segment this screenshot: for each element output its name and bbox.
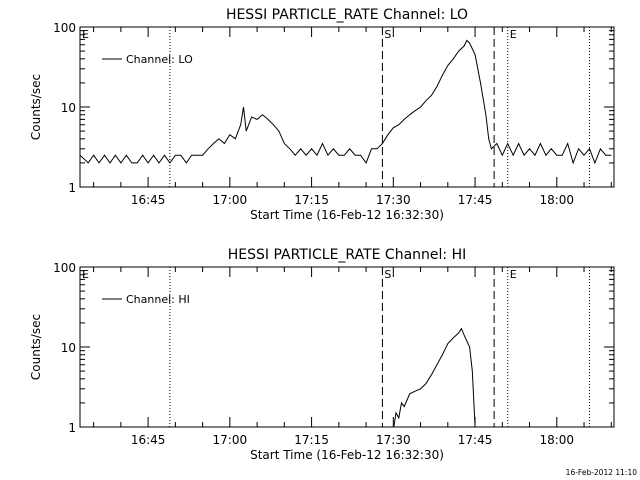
y-axis: 1 10 100 — [53, 261, 614, 435]
y-axis-label: Counts/sec — [29, 314, 43, 380]
marker-label: S — [384, 268, 391, 281]
x-axis: 16:45 17:00 17:15 17:30 17:45 18:00 — [93, 27, 612, 207]
x-tick-label: 17:30 — [376, 433, 411, 447]
y-axis: 1 10 100 — [53, 21, 614, 195]
legend-entry: Channel: LO — [126, 53, 193, 66]
chart-panel-2: HESSI PARTICLE_RATE Channel: HI 1 10 100 Cou… — [29, 247, 615, 462]
x-tick-label: 17:00 — [213, 433, 248, 447]
series-line-channel-lo — [80, 39, 612, 165]
marker-label: E — [82, 28, 89, 41]
legend-entry: Channel: HI — [126, 293, 190, 306]
y-tick-label: 100 — [53, 21, 76, 35]
y-tick-label: 1 — [68, 181, 76, 195]
x-tick-label: 16:45 — [131, 433, 166, 447]
x-tick-label: 17:45 — [458, 433, 493, 447]
legend: Channel: HI — [102, 293, 190, 306]
x-tick-label: 17:30 — [376, 193, 411, 207]
marker-label: E — [82, 268, 89, 281]
chart-title: HESSI PARTICLE_RATE Channel: LO — [226, 7, 468, 23]
footer-timestamp: 16-Feb-2012 11:10 — [566, 468, 638, 477]
x-axis-label: Start Time (16-Feb-12 16:32:30) — [250, 208, 444, 222]
marker-label: S — [384, 28, 391, 41]
y-tick-label: 10 — [61, 341, 76, 355]
x-axis: 16:45 17:00 17:15 17:30 17:45 18:00 — [93, 267, 612, 447]
plot-frame — [79, 26, 615, 188]
y-axis-label: Counts/sec — [29, 74, 43, 140]
x-axis-label: Start Time (16-Feb-12 16:32:30) — [250, 448, 444, 462]
x-tick-label: 17:15 — [294, 193, 329, 207]
y-tick-label: 100 — [53, 261, 76, 275]
series-line-channel-hi — [393, 327, 476, 427]
marker-label: E — [510, 28, 517, 41]
x-tick-label: 16:45 — [131, 193, 166, 207]
x-tick-label: 17:00 — [213, 193, 248, 207]
legend: Channel: LO — [102, 53, 193, 66]
x-tick-label: 18:00 — [539, 193, 574, 207]
x-tick-label: 18:00 — [539, 433, 574, 447]
x-tick-label: 17:45 — [458, 193, 493, 207]
y-tick-label: 10 — [61, 101, 76, 115]
plot-frame — [79, 266, 615, 428]
chart-title: HESSI PARTICLE_RATE Channel: HI — [228, 247, 466, 263]
marker-label: E — [510, 268, 517, 281]
x-tick-label: 17:15 — [294, 433, 329, 447]
chart-panel-1: HESSI PARTICLE_RATE Channel: LO 1 10 100 Cou… — [29, 7, 615, 222]
y-tick-label: 1 — [68, 421, 76, 435]
